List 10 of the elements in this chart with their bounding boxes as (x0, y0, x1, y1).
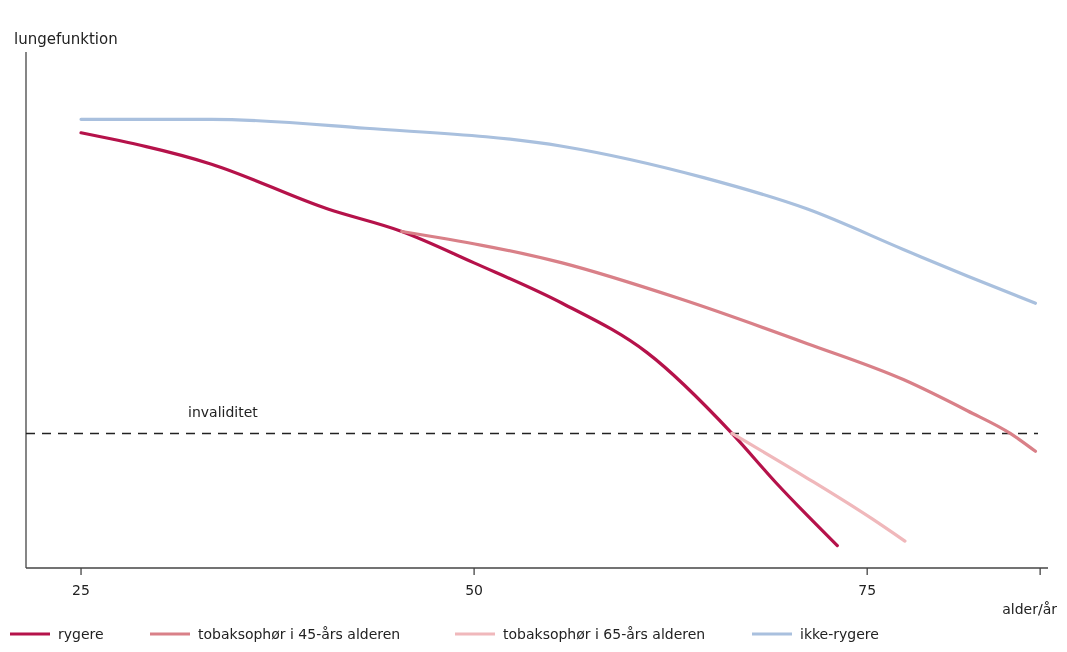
legend-label: rygere (58, 626, 104, 642)
legend-label: tobaksophør i 45-års alderen (198, 626, 401, 642)
x-axis-title: alder/år (1002, 601, 1058, 617)
x-tick-label: 25 (72, 582, 90, 598)
x-tick-label: 75 (858, 582, 877, 598)
y-axis-title: lungefunktion (14, 30, 118, 48)
ref-line-label: invaliditet (188, 404, 259, 421)
x-tick-label: 50 (465, 582, 484, 598)
legend-label: ikke-rygere (800, 626, 879, 642)
legend-label: tobaksophør i 65-års alderen (503, 626, 706, 642)
